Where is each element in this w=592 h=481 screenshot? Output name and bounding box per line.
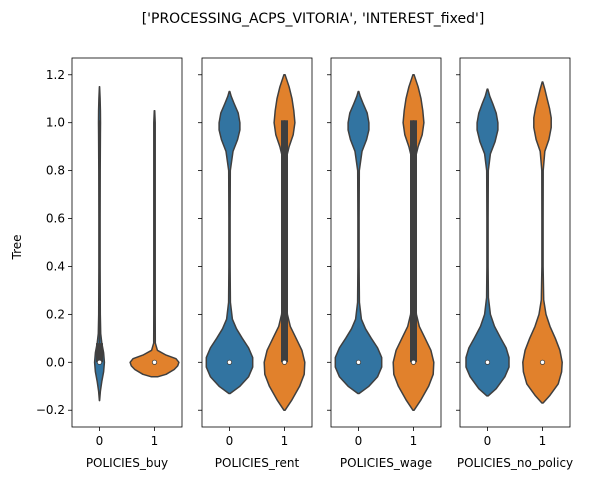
x-tick-label: 1 <box>151 434 159 448</box>
y-tick-label: 1.2 <box>46 68 65 82</box>
y-tick-label: −0.2 <box>36 403 65 417</box>
y-tick-label: 1.0 <box>46 116 65 130</box>
y-tick-label: 0.2 <box>46 307 65 321</box>
x-tick-label: 0 <box>226 434 234 448</box>
violin-box <box>96 343 103 363</box>
y-tick-label: 0.4 <box>46 259 65 273</box>
violin-box <box>281 120 288 363</box>
x-tick-label: 1 <box>410 434 418 448</box>
violin-median-point <box>539 359 546 365</box>
violin-median-point <box>96 359 103 365</box>
violin-median-point <box>226 359 233 365</box>
violin-POLICIES_wage-0 <box>334 90 383 395</box>
axes-frame <box>71 57 183 428</box>
x-tick-label: 0 <box>484 434 492 448</box>
x-tick-label: 1 <box>539 434 547 448</box>
violin-median-point <box>355 359 362 365</box>
x-axis-label: POLICIES_rent <box>215 456 300 470</box>
violin-median-point <box>281 359 288 365</box>
y-tick-label: 0.0 <box>46 355 65 369</box>
y-tick-label: 0.8 <box>46 164 65 178</box>
violin-POLICIES_buy-1 <box>129 109 180 378</box>
x-axis-label: POLICIES_buy <box>86 456 168 470</box>
axes-frame <box>201 57 313 428</box>
chart-title: ['PROCESSING_ACPS_VITORIA', 'INTEREST_fi… <box>142 11 485 27</box>
panels-group: −0.2 0.0 0.2 0.4 0.6 0.8 1.0 1.2 0 1 POLICIES_buy 0… <box>36 57 573 470</box>
violin-POLICIES_no_policy-0 <box>465 88 510 397</box>
axes-frame <box>330 57 442 428</box>
violin-POLICIES_no_policy-1 <box>522 81 563 404</box>
violin-box <box>410 120 417 363</box>
x-tick-label: 0 <box>355 434 363 448</box>
axes-frame <box>459 57 571 428</box>
x-axis-label: POLICIES_no_policy <box>457 456 573 470</box>
violin-median-point <box>484 359 491 365</box>
violin-POLICIES_rent-0 <box>205 90 254 395</box>
violin-median-point <box>151 359 158 365</box>
y-tick-label: 0.6 <box>46 212 65 226</box>
x-tick-label: 0 <box>96 434 104 448</box>
violin-median-point <box>410 359 417 365</box>
x-tick-label: 1 <box>281 434 289 448</box>
y-axis-label: Tree <box>10 234 24 260</box>
x-axis-label: POLICIES_wage <box>340 456 432 470</box>
